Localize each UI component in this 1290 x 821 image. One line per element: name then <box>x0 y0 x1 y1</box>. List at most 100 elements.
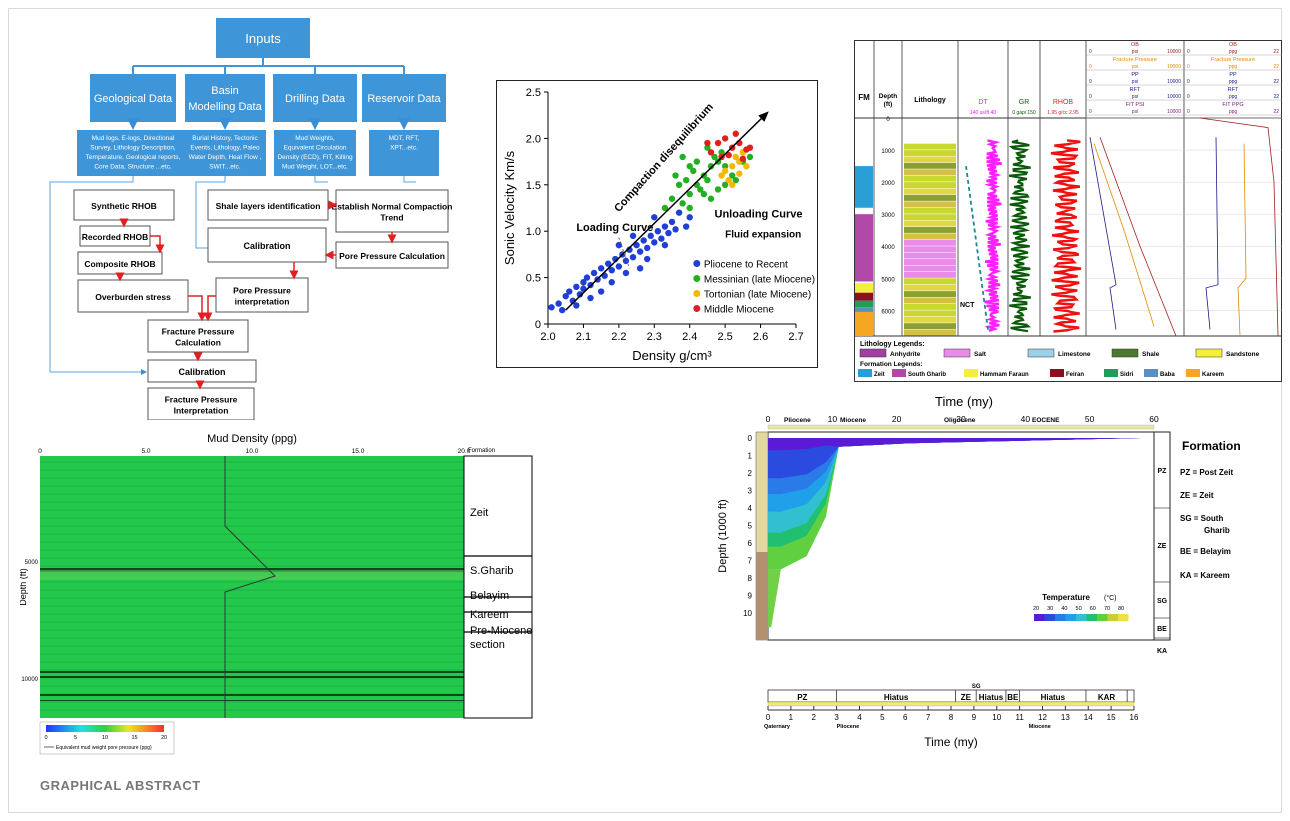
burial-top-tick: 20 <box>892 414 902 424</box>
formation-legend-item: PZ = Post Zeit <box>1180 468 1233 477</box>
formation-interval <box>855 166 873 208</box>
data-point <box>629 253 637 261</box>
temperature-unit: (°C) <box>1104 594 1117 602</box>
formation-legend-item: Baba <box>1160 372 1175 378</box>
legend-marker <box>693 289 701 297</box>
pore-pressure-calculation-label: Pore Pressure Calculation <box>339 251 445 261</box>
lithology-interval <box>904 323 956 330</box>
stratigraphic-column-lower <box>756 552 768 640</box>
normal-compaction-trend-label: Trend <box>380 213 403 223</box>
trend-arrow <box>565 111 769 311</box>
timeline-sg-label: SG <box>972 684 981 690</box>
formation-legend-item: SG = South <box>1180 514 1223 523</box>
data-point <box>686 163 693 170</box>
data-point <box>636 265 644 272</box>
pressure-scale-right: 10000 <box>1167 79 1181 85</box>
timeline-period: Miocene <box>1029 724 1051 730</box>
timeline-tick-label: 11 <box>1015 713 1024 722</box>
pressure-scale-right: 10000 <box>1167 94 1181 100</box>
burial-y-tick: 4 <box>748 504 753 513</box>
formation-side-label: PZ <box>1158 468 1168 475</box>
formation-side-label: SG <box>1157 598 1168 605</box>
data-point <box>732 130 739 137</box>
data-point <box>597 288 605 295</box>
epoch-bar <box>767 424 1155 430</box>
temperature-tick: 40 <box>1061 606 1067 612</box>
timeline-epoch-strip <box>767 701 1135 707</box>
pore-pressure-interpretation-label: interpretation <box>235 297 290 307</box>
timeline-segment-label: BE <box>1007 693 1019 702</box>
lithology-legend-item: Limestone <box>1058 351 1091 358</box>
detail-box <box>77 130 189 176</box>
detail-line: Mud logs, E-logs, Directional <box>92 135 175 142</box>
y-tick-label: 0 <box>535 319 541 331</box>
x-tick-label: 2.4 <box>682 331 697 343</box>
timeline-segment-label: Hiatus <box>979 693 1004 702</box>
lithology-swatch <box>1195 348 1223 358</box>
colorbar <box>46 725 164 732</box>
data-point <box>729 172 736 179</box>
dt-scale: 140 us/ft 40 <box>970 110 996 116</box>
formation-interval <box>855 311 873 336</box>
data-point <box>661 204 669 212</box>
lithology-interval <box>904 220 956 227</box>
detail-line: Mud Weight, LOT...etc. <box>282 164 348 171</box>
detail-box <box>369 130 439 176</box>
annotation-fluid-expansion: Fluid expansion <box>725 230 801 241</box>
flow-arrow <box>188 295 207 322</box>
detail-line: XPT...etc. <box>390 145 418 152</box>
detail-line: Density (ECD), FIT, Killing <box>277 154 353 161</box>
data-point <box>725 151 732 159</box>
burial-y-tick: 3 <box>748 487 753 496</box>
data-point <box>654 228 662 235</box>
rhob-header: RHOB <box>1053 99 1074 106</box>
formation-legend-item: South Gharib <box>908 372 946 378</box>
pressure-scale-unit: ppg <box>1229 94 1238 100</box>
data-point <box>573 302 580 309</box>
lithology-interval <box>904 291 956 298</box>
pressure-scale-left: 0 <box>1187 49 1190 55</box>
fracture-pressure-interpretation-label: Fracture Pressure <box>165 395 238 405</box>
temperature-swatch <box>1065 614 1076 621</box>
gr-curve <box>1008 139 1032 333</box>
recorded-rhob-label: Recorded RHOB <box>82 232 149 242</box>
legend-marker <box>693 274 701 282</box>
formation-interval <box>855 300 873 308</box>
pressure-curve-name: FIT PPG <box>1222 102 1243 108</box>
formation-label: section <box>470 639 505 651</box>
pressure-scale-left: 0 <box>1187 64 1190 70</box>
formation-label: Pre-Miocene <box>470 625 532 637</box>
lithology-legend-item: Salt <box>974 351 987 358</box>
formation-label: Belayim <box>470 590 509 602</box>
formation-column <box>463 455 533 719</box>
depth-tick: 5000 <box>881 277 895 283</box>
mud-x-tick: 0 <box>38 448 42 455</box>
calibration-1-label: Calibration <box>243 241 290 251</box>
pressure-curve-name: PP <box>1229 72 1237 78</box>
category-box <box>362 74 446 122</box>
formation-legend-item: Hammam Faraun <box>980 372 1029 378</box>
data-point <box>743 163 750 170</box>
lithology-legend-title: Lithology Legends: <box>860 341 925 348</box>
formation-legend-item: KA = Kareem <box>1180 571 1230 580</box>
y-tick-label: 2.5 <box>526 87 541 99</box>
lithology-interval <box>904 271 956 278</box>
timeline-tick-label: 13 <box>1061 713 1070 722</box>
mud-density-field <box>40 456 464 718</box>
timeline-segment-label: KAR <box>1098 693 1116 702</box>
formation-legend-item: Kareem <box>1202 372 1224 378</box>
category-title: Basin <box>211 85 239 97</box>
pressure-scale-unit: ppg <box>1229 64 1238 70</box>
formation-side-label: ZE <box>1158 543 1167 550</box>
temperature-layer-deep <box>768 569 781 628</box>
timeline-tick-label: 6 <box>903 713 908 722</box>
mud-y-label: Depth (ft) <box>20 568 28 606</box>
colorbar-caption: Equivalent mud weight pore pressure (ppg… <box>56 745 152 751</box>
pressure-curve-name: OB <box>1229 42 1237 48</box>
temperature-tick: 50 <box>1076 606 1082 612</box>
timeline-segment-label: Hiatus <box>884 693 909 702</box>
data-point <box>668 195 676 202</box>
lithology-header: Lithology <box>914 97 946 104</box>
timeline-bar <box>767 689 1135 703</box>
pressure-curve-name: RFT <box>1228 87 1239 93</box>
